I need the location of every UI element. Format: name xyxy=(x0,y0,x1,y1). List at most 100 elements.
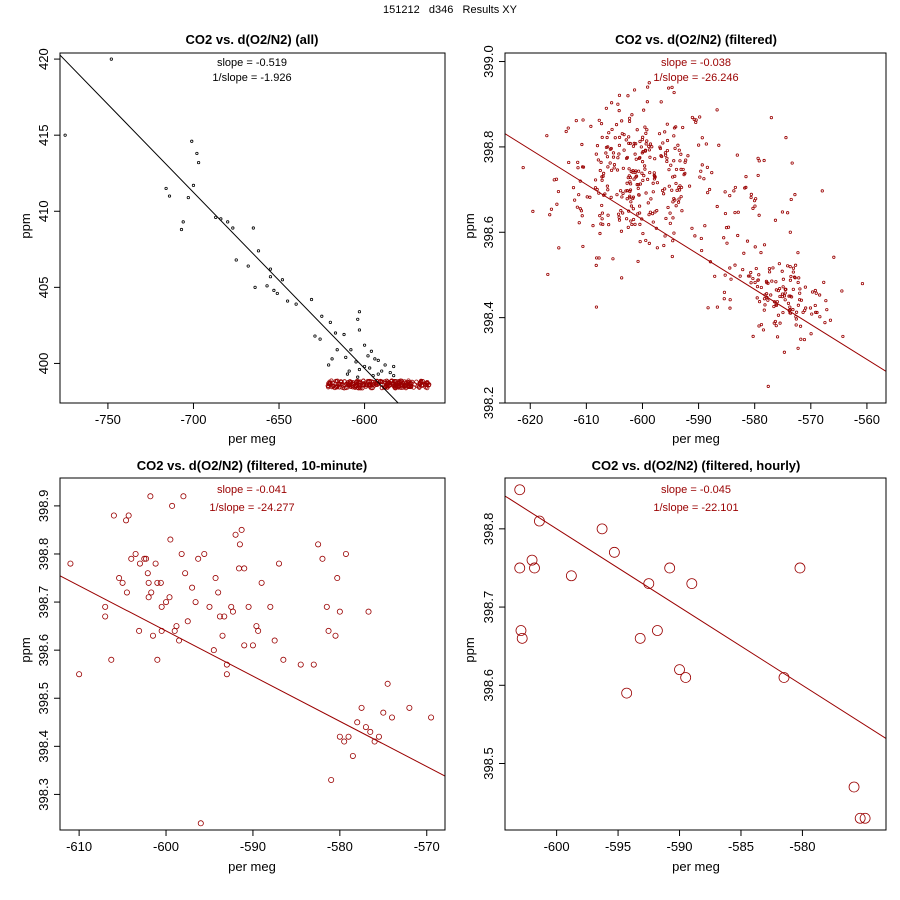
y-tick-label: 398.5 xyxy=(36,682,51,715)
data-point xyxy=(521,165,525,170)
data-point xyxy=(667,184,671,188)
data-point xyxy=(663,234,667,238)
regression-line xyxy=(60,54,399,403)
data-point xyxy=(609,195,613,199)
data-point xyxy=(326,383,331,389)
data-point xyxy=(600,175,604,179)
data-point xyxy=(749,192,753,196)
plot-frame xyxy=(59,52,446,404)
data-point xyxy=(799,298,803,302)
data-point xyxy=(717,143,721,147)
data-point xyxy=(801,310,805,314)
data-point xyxy=(635,183,639,187)
data-point xyxy=(848,781,860,793)
data-point xyxy=(680,209,684,213)
data-point xyxy=(223,661,230,668)
data-point xyxy=(370,385,375,391)
data-point xyxy=(810,312,814,316)
data-point xyxy=(163,599,170,606)
data-point xyxy=(628,188,633,192)
data-point xyxy=(609,101,614,105)
data-point xyxy=(790,161,794,165)
data-point xyxy=(613,136,617,140)
data-point xyxy=(798,287,802,291)
data-point xyxy=(323,603,330,610)
data-point xyxy=(253,285,257,289)
data-point xyxy=(796,251,800,255)
data-point xyxy=(775,335,780,339)
data-point xyxy=(778,294,782,299)
data-point xyxy=(774,303,779,307)
data-point xyxy=(627,141,631,145)
data-point xyxy=(796,303,800,307)
data-point xyxy=(357,367,362,372)
data-point xyxy=(793,193,797,197)
data-point xyxy=(389,378,394,383)
data-point xyxy=(367,728,374,735)
data-point xyxy=(573,198,577,202)
data-point xyxy=(728,298,732,302)
regression-line xyxy=(505,133,886,372)
y-tick-label: 398.9 xyxy=(36,490,51,523)
data-point xyxy=(179,227,184,232)
data-point xyxy=(677,185,681,190)
data-point xyxy=(776,313,781,317)
data-point xyxy=(67,560,74,567)
data-point xyxy=(265,284,269,288)
data-point xyxy=(577,221,581,225)
data-point xyxy=(628,189,632,194)
data-point xyxy=(809,332,813,336)
data-point xyxy=(643,578,655,589)
data-point xyxy=(617,218,622,222)
data-point xyxy=(223,671,230,678)
data-point xyxy=(565,570,577,582)
inverse-slope-annotation: 1/slope = -22.101 xyxy=(653,502,738,514)
chart-panel-10-minute: CO2 vs. d(O2/N2) (filtered, 10-minute) s… xyxy=(18,458,446,874)
data-point xyxy=(580,142,584,147)
data-point xyxy=(423,382,428,387)
data-point xyxy=(594,305,599,309)
data-point xyxy=(238,526,245,533)
data-point xyxy=(173,623,180,630)
data-point xyxy=(231,226,235,230)
data-point xyxy=(267,603,274,610)
data-point xyxy=(325,627,332,634)
data-point xyxy=(255,627,262,634)
data-point xyxy=(577,193,581,197)
data-point xyxy=(599,122,604,126)
x-tick-label: -580 xyxy=(327,839,353,854)
data-point xyxy=(345,733,352,740)
data-point xyxy=(762,158,766,163)
data-point xyxy=(661,192,666,196)
data-point xyxy=(793,276,797,280)
data-point xyxy=(667,86,671,90)
data-point xyxy=(605,184,610,188)
chart-title: CO2 vs. d(O2/N2) (filtered) xyxy=(615,32,777,47)
data-point xyxy=(743,186,747,190)
data-point xyxy=(629,182,633,186)
x-tick-label: -600 xyxy=(629,412,655,427)
data-point xyxy=(715,305,719,309)
data-point xyxy=(249,642,256,649)
data-point xyxy=(767,270,772,274)
data-point xyxy=(141,555,148,562)
data-point xyxy=(815,310,819,315)
x-tick-label: -700 xyxy=(180,412,206,427)
data-point xyxy=(394,382,399,388)
data-point xyxy=(596,523,608,535)
data-point xyxy=(189,584,196,591)
data-point xyxy=(698,175,702,179)
y-tick-label: 398.6 xyxy=(481,216,496,249)
data-point xyxy=(755,285,760,289)
data-point xyxy=(285,299,290,303)
data-point xyxy=(331,384,336,389)
data-point xyxy=(643,125,647,129)
data-point xyxy=(749,281,753,285)
data-point xyxy=(707,187,712,192)
data-point xyxy=(797,276,801,280)
data-point xyxy=(364,382,370,388)
data-point xyxy=(794,317,798,321)
data-point xyxy=(157,579,164,586)
data-point xyxy=(378,378,383,384)
data-point xyxy=(722,297,726,301)
